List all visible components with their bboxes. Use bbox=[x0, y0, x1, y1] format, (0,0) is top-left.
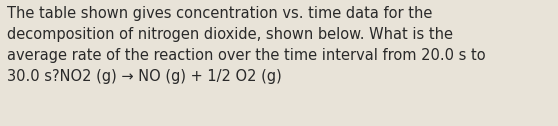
Text: The table shown gives concentration vs. time data for the
decomposition of nitro: The table shown gives concentration vs. … bbox=[7, 6, 486, 84]
